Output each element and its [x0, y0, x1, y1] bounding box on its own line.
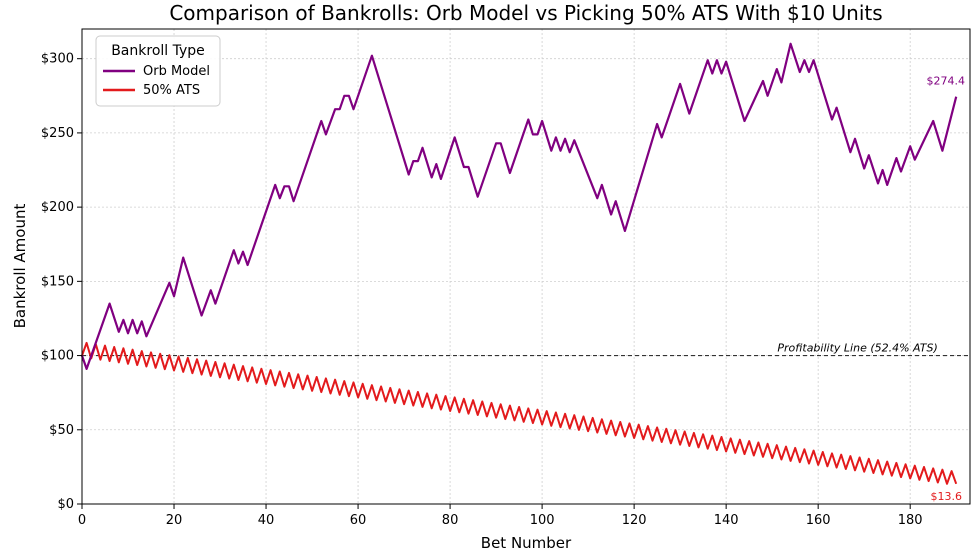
profitability-line-label: Profitability Line (52.4% ATS): [777, 342, 937, 355]
y-tick-label: $0: [57, 497, 74, 512]
x-tick-label: 80: [442, 513, 459, 528]
y-tick-label: $150: [41, 274, 74, 289]
legend-entry-orb-model: Orb Model: [143, 64, 210, 79]
legend-title: Bankroll Type: [111, 43, 205, 59]
y-tick-label: $250: [41, 126, 74, 141]
series-line-orb-model: [80, 42, 958, 370]
x-tick-label: 140: [714, 513, 739, 528]
y-tick-label: $300: [41, 52, 74, 67]
ats-end-label: $13.6: [931, 490, 963, 503]
x-tick-label: 100: [530, 513, 555, 528]
x-axis-label: Bet Number: [481, 534, 572, 552]
legend: Bankroll Type Orb Model 50% ATS: [95, 35, 221, 107]
x-tick-label: 60: [350, 513, 367, 528]
x-tick-label: 120: [622, 513, 647, 528]
y-axis-label: Bankroll Amount: [11, 204, 29, 329]
chart-title: Comparison of Bankrolls: Orb Model vs Pi…: [169, 1, 882, 25]
profitability-line-group: Profitability Line (52.4% ATS): [82, 342, 970, 357]
orb-model-end-label: $274.4: [927, 75, 966, 88]
x-tick-label: 180: [898, 513, 923, 528]
x-tick-label: 20: [166, 513, 183, 528]
y-tick-label: $200: [41, 200, 74, 215]
x-axis-ticks: 0 20 40 60 80 100 120 140 160 180: [78, 504, 923, 528]
plot-frame: [81, 28, 971, 505]
x-tick-label: 160: [806, 513, 831, 528]
legend-entry-50-ats: 50% ATS: [143, 83, 200, 98]
y-tick-label: $100: [41, 349, 74, 364]
series: [80, 42, 958, 485]
x-tick-label: 40: [258, 513, 275, 528]
y-axis-ticks: $0 $50 $100 $150 $200 $250 $300: [41, 52, 82, 512]
series-line-50-ats: [81, 341, 958, 485]
x-tick-label: 0: [78, 513, 86, 528]
legend-box: [95, 35, 221, 107]
y-tick-label: $50: [49, 423, 74, 438]
